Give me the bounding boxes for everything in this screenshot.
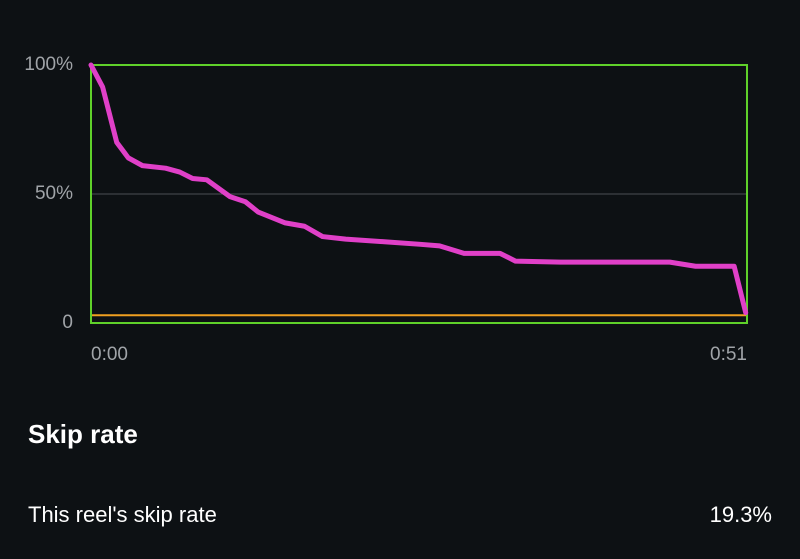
y-tick-label: 100%	[24, 54, 73, 75]
y-tick-label: 0	[62, 312, 73, 333]
plot-frame	[90, 64, 748, 324]
section-title: Skip rate	[28, 419, 138, 449]
row-label: This reel's skip rate	[28, 502, 217, 527]
x-tick-label: 0:51	[710, 344, 747, 365]
retention-line	[88, 62, 749, 316]
x-tick-label: 0:00	[91, 344, 128, 365]
row-value: 19.3%	[710, 502, 772, 527]
y-tick-label: 50%	[35, 183, 73, 204]
